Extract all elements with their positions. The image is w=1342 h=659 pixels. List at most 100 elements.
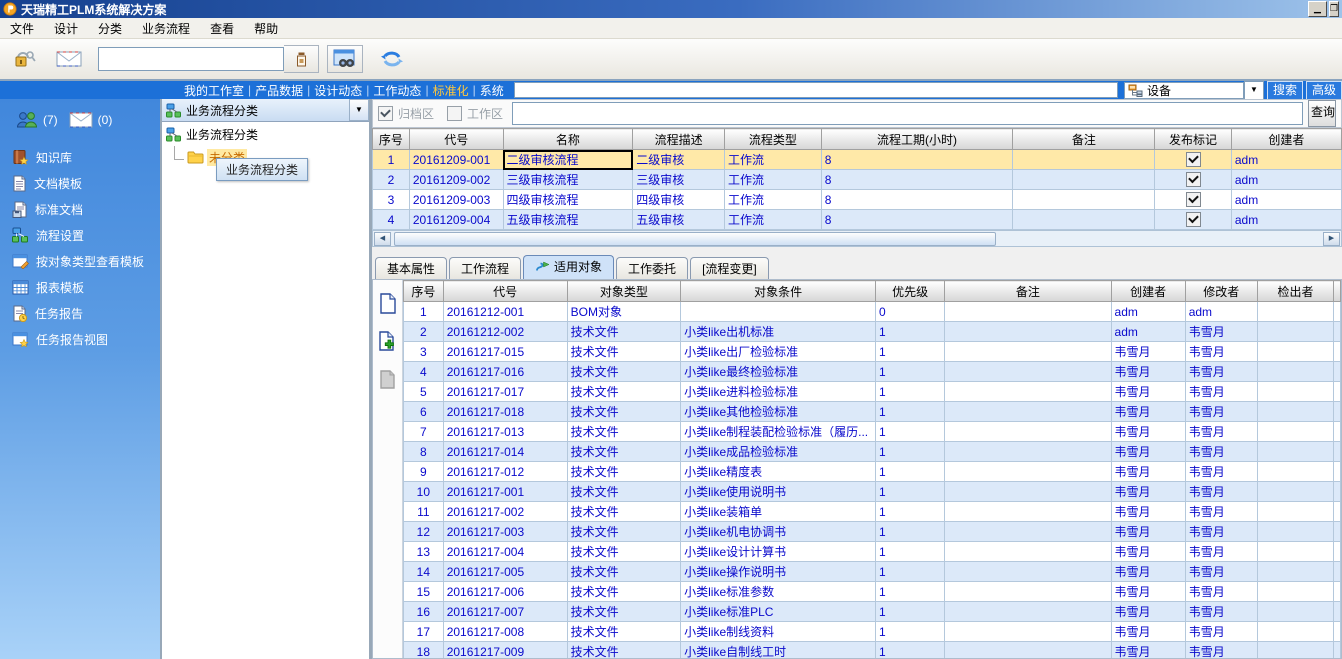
- published-checkbox[interactable]: [1185, 212, 1201, 228]
- nav-tab[interactable]: 系统: [479, 83, 504, 98]
- users-count: (7): [43, 112, 58, 127]
- menu-item[interactable]: 文件: [10, 21, 35, 36]
- object-column-header[interactable]: 修改者: [1184, 280, 1258, 302]
- tree-root-node[interactable]: 业务流程分类: [164, 126, 367, 143]
- process-column-header[interactable]: 创建者: [1230, 128, 1342, 150]
- detail-tab[interactable]: 适用对象: [523, 255, 615, 279]
- process-column-header[interactable]: 名称: [502, 128, 634, 150]
- object-table-row[interactable]: 11 20161217-002 技术文件 小类like装箱单 1 韦雪月 韦雪月: [403, 501, 1341, 522]
- sidebar-item[interactable]: 知识库: [0, 144, 160, 170]
- toolbar-search-input[interactable]: [98, 47, 284, 71]
- nav-tab[interactable]: 我的工作室: [184, 83, 245, 98]
- new-item-button[interactable]: [377, 292, 399, 314]
- mail-icon[interactable]: [54, 45, 84, 73]
- object-column-header[interactable]: 代号: [442, 280, 568, 302]
- object-table-row[interactable]: 4 20161217-016 技术文件 小类like最终检验标准 1 韦雪月 韦…: [403, 361, 1341, 382]
- process-column-header[interactable]: 流程类型: [723, 128, 822, 150]
- search-category-dropdown-arrow[interactable]: ▼: [1243, 80, 1264, 100]
- process-table-row[interactable]: 4 20161209-004 五级审核流程 五级审核 工作流 8 adm: [372, 209, 1342, 230]
- object-column-header[interactable]: 检出者: [1256, 280, 1335, 302]
- object-table-row[interactable]: 2 20161212-002 技术文件 小类like出机标准 1 adm 韦雪月: [403, 321, 1341, 342]
- detail-tab[interactable]: [流程变更]: [690, 257, 769, 279]
- lock-icon[interactable]: [10, 45, 40, 73]
- tree-combo-dropdown-arrow[interactable]: ▼: [349, 99, 369, 121]
- refresh-icon[interactable]: [377, 45, 407, 73]
- restore-button[interactable]: ❐: [1329, 1, 1339, 17]
- sidebar-item[interactable]: 按对象类型查看模板: [0, 248, 160, 274]
- menu-item[interactable]: 分类: [98, 21, 123, 36]
- object-column-header[interactable]: 对象条件: [680, 280, 877, 302]
- nav-tab[interactable]: 设计动态: [314, 83, 363, 98]
- minimize-button[interactable]: ▁: [1308, 1, 1327, 17]
- object-table-row[interactable]: 6 20161217-018 技术文件 小类like其他检验标准 1 韦雪月 韦…: [403, 401, 1341, 422]
- object-column-header[interactable]: 序号: [403, 280, 444, 302]
- advanced-search-button[interactable]: 高级: [1305, 80, 1342, 100]
- scrollbar-thumb[interactable]: [394, 231, 996, 246]
- nav-tab[interactable]: 产品数据: [255, 83, 304, 98]
- object-column-header[interactable]: 备注: [944, 280, 1112, 302]
- stamp-button[interactable]: [284, 45, 319, 73]
- process-table-row[interactable]: 3 20161209-003 四级审核流程 四级审核 工作流 8 adm: [372, 189, 1342, 210]
- object-table-row[interactable]: 18 20161217-009 技术文件 小类like自制线工时 1 韦雪月 韦…: [403, 641, 1341, 658]
- object-table-row[interactable]: 7 20161217-013 技术文件 小类like制程装配检验标准（履历...…: [403, 421, 1341, 442]
- process-table-row[interactable]: 2 20161209-002 三级审核流程 三级审核 工作流 8 adm: [372, 169, 1342, 190]
- process-column-header[interactable]: 代号: [408, 128, 504, 150]
- object-table-row[interactable]: 13 20161217-004 技术文件 小类like设计计算书 1 韦雪月 韦…: [403, 541, 1341, 562]
- archive-checkbox[interactable]: [378, 106, 393, 121]
- object-table-row[interactable]: 3 20161217-015 技术文件 小类like出厂检验标准 1 韦雪月 韦…: [403, 341, 1341, 362]
- sidebar-item[interactable]: 流程设置: [0, 222, 160, 248]
- detail-tab[interactable]: 工作流程: [449, 257, 522, 279]
- published-checkbox[interactable]: [1185, 152, 1201, 168]
- process-column-header[interactable]: 流程工期(小时): [820, 128, 1014, 150]
- object-column-header[interactable]: 对象类型: [566, 280, 682, 302]
- menu-item[interactable]: 设计: [54, 21, 79, 36]
- object-table-row[interactable]: 5 20161217-017 技术文件 小类like进料检验标准 1 韦雪月 韦…: [403, 381, 1341, 402]
- search-button[interactable]: 搜索: [1266, 80, 1303, 100]
- process-column-header[interactable]: 发布标记: [1154, 128, 1232, 150]
- object-column-header[interactable]: 创建者: [1110, 280, 1186, 302]
- cell-object-type: 技术文件: [566, 621, 682, 642]
- menu-item[interactable]: 业务流程: [142, 21, 191, 36]
- sidebar-item[interactable]: 报表模板: [0, 274, 160, 300]
- menu-item[interactable]: 帮助: [254, 21, 279, 36]
- process-column-header[interactable]: 备注: [1012, 128, 1156, 150]
- sidebar-mail-icon[interactable]: [69, 112, 93, 128]
- sidebar-item[interactable]: 标准文档: [0, 196, 160, 222]
- menu-item[interactable]: 查看: [210, 21, 235, 36]
- object-table-row[interactable]: 1 20161212-001 BOM对象 0 adm adm: [403, 301, 1341, 322]
- published-checkbox[interactable]: [1185, 172, 1201, 188]
- process-table-row[interactable]: 1 20161209-001 二级审核流程 二级审核 工作流 8 adm: [372, 149, 1342, 170]
- filter-input[interactable]: [512, 102, 1303, 125]
- sidebar-item[interactable]: 文档模板: [0, 170, 160, 196]
- workspace-checkbox[interactable]: [447, 106, 463, 121]
- object-table-row[interactable]: 8 20161217-014 技术文件 小类like成品检验标准 1 韦雪月 韦…: [403, 441, 1341, 462]
- object-table-row[interactable]: 12 20161217-003 技术文件 小类like机电协调书 1 韦雪月 韦…: [403, 521, 1341, 542]
- horizontal-scrollbar[interactable]: ◀ ▶: [372, 230, 1342, 247]
- tree-category-combo[interactable]: 业务流程分类 ▼: [162, 99, 369, 122]
- object-table-row[interactable]: 15 20161217-006 技术文件 小类like标准参数 1 韦雪月 韦雪…: [403, 581, 1341, 602]
- add-item-button[interactable]: [377, 330, 399, 352]
- sidebar-item[interactable]: 任务报告: [0, 300, 160, 326]
- object-table-row[interactable]: 17 20161217-008 技术文件 小类like制线资料 1 韦雪月 韦雪…: [403, 621, 1341, 642]
- object-table-row[interactable]: 10 20161217-001 技术文件 小类like使用说明书 1 韦雪月 韦…: [403, 481, 1341, 502]
- users-icon[interactable]: [14, 111, 38, 128]
- nav-tab[interactable]: 标准化: [432, 83, 469, 98]
- process-column-header[interactable]: 序号: [372, 128, 410, 150]
- search-category-combo[interactable]: 设备: [1123, 81, 1244, 99]
- sidebar-item[interactable]: 任务报告视图: [0, 326, 160, 352]
- find-button[interactable]: [327, 45, 363, 73]
- query-button[interactable]: 查询: [1308, 100, 1336, 127]
- object-table-row[interactable]: 16 20161217-007 技术文件 小类like标准PLC 1 韦雪月 韦…: [403, 601, 1341, 622]
- scroll-left-arrow[interactable]: ◀: [374, 231, 391, 246]
- global-search-input[interactable]: [513, 82, 1118, 98]
- process-column-header[interactable]: 流程描述: [632, 128, 725, 150]
- detail-tab[interactable]: 工作委托: [616, 257, 689, 279]
- published-checkbox[interactable]: [1185, 192, 1201, 208]
- object-table-row[interactable]: 9 20161217-012 技术文件 小类like精度表 1 韦雪月 韦雪月: [403, 461, 1341, 482]
- object-column-header[interactable]: 优先级: [875, 280, 946, 302]
- cell-priority: 1: [875, 521, 946, 542]
- object-table-row[interactable]: 14 20161217-005 技术文件 小类like操作说明书 1 韦雪月 韦…: [403, 561, 1341, 582]
- scroll-right-arrow[interactable]: ▶: [1323, 231, 1340, 246]
- nav-tab[interactable]: 工作动态: [373, 83, 422, 98]
- detail-tab[interactable]: 基本属性: [375, 257, 448, 279]
